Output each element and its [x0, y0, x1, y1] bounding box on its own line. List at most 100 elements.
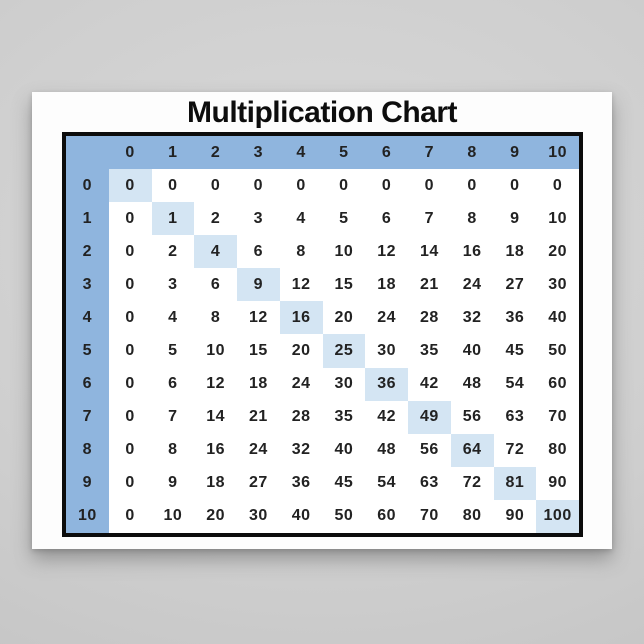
product-cell: 0 — [339, 176, 349, 194]
product-cell: 10 — [548, 209, 568, 227]
product-cell: 54 — [377, 474, 397, 492]
product-cell: 0 — [125, 507, 135, 525]
product-cell: 2 — [210, 209, 221, 227]
product-cell: 30 — [548, 275, 568, 293]
product-cell: 0 — [125, 242, 135, 260]
product-cell: 8 — [296, 242, 306, 260]
poster: Multiplication Chart 0 1 2 3 4 5 6 7 8 9 10 0 0 0 0 0 0 0… — [32, 92, 612, 549]
product-cell: 6 — [210, 275, 221, 293]
product-cell: 3 — [253, 209, 264, 227]
product-cell: 0 — [552, 176, 563, 194]
column-header-cell: 0 — [108, 136, 152, 170]
product-cell: 25 — [322, 334, 366, 368]
product-cell: 20 — [291, 342, 311, 360]
product-cell: 40 — [334, 441, 354, 459]
product-cell: 40 — [291, 507, 311, 525]
row-header-cell: 7 — [66, 400, 109, 434]
product-cell: 50 — [548, 342, 568, 360]
product-cell: 72 — [505, 441, 525, 459]
product-cell: 21 — [248, 408, 268, 426]
product-cell: 6 — [381, 209, 392, 227]
column-header-cell: 4 — [279, 136, 323, 170]
product-cell: 12 — [377, 242, 397, 260]
product-cell: 0 — [125, 209, 135, 227]
product-cell: 6 — [253, 242, 264, 260]
row-header-cell: 5 — [66, 334, 109, 368]
product-cell: 10 — [163, 507, 183, 525]
product-cell: 48 — [377, 441, 397, 459]
product-cell: 35 — [334, 408, 354, 426]
product-cell: 3 — [168, 275, 178, 293]
product-cell: 21 — [419, 275, 439, 293]
product-cell: 72 — [462, 474, 482, 492]
product-cell: 0 — [125, 441, 135, 459]
product-cell: 9 — [237, 268, 280, 302]
product-cell: 0 — [253, 176, 264, 194]
product-cell: 0 — [125, 275, 135, 293]
product-cell: 30 — [334, 375, 354, 393]
product-cell: 27 — [248, 474, 268, 492]
product-cell: 64 — [450, 433, 494, 467]
product-cell: 8 — [168, 441, 178, 459]
product-cell: 40 — [462, 342, 482, 360]
product-cell: 0 — [125, 308, 135, 326]
corner-cell — [66, 136, 109, 170]
row-header-cell: 9 — [66, 466, 109, 500]
row-header-cell: 2 — [66, 235, 109, 269]
product-cell: 70 — [419, 507, 439, 525]
poster-title: Multiplication Chart — [187, 96, 458, 129]
product-cell: 18 — [206, 474, 226, 492]
product-cell: 0 — [125, 408, 135, 426]
product-cell: 70 — [548, 408, 568, 426]
row-header-cell: 3 — [66, 268, 109, 302]
product-cell: 20 — [334, 308, 354, 326]
product-cell: 0 — [125, 474, 135, 492]
product-cell: 9 — [510, 209, 520, 227]
product-cell: 81 — [493, 466, 537, 500]
row-header-cell: 6 — [66, 367, 109, 401]
product-cell: 24 — [462, 275, 482, 293]
row-header-cell: 1 — [66, 202, 109, 236]
product-cell: 45 — [505, 342, 525, 360]
product-cell: 0 — [510, 176, 520, 194]
column-header-cell: 1 — [151, 136, 195, 170]
product-cell: 32 — [462, 308, 482, 326]
product-cell: 35 — [419, 342, 439, 360]
product-cell: 14 — [419, 242, 439, 260]
product-cell: 16 — [462, 242, 482, 260]
column-header-cell: 8 — [450, 136, 494, 170]
product-cell: 42 — [377, 408, 397, 426]
column-header-cell: 7 — [408, 136, 451, 170]
product-cell: 0 — [381, 176, 392, 194]
product-cell: 63 — [505, 408, 525, 426]
product-cell: 4 — [296, 209, 306, 227]
product-cell: 0 — [210, 176, 221, 194]
product-cell: 27 — [505, 275, 525, 293]
product-cell: 7 — [424, 209, 435, 227]
product-cell: 0 — [168, 176, 178, 194]
product-cell: 14 — [206, 408, 226, 426]
product-cell: 2 — [168, 242, 178, 260]
product-cell: 80 — [462, 507, 482, 525]
product-cell: 30 — [377, 342, 397, 360]
product-cell: 12 — [291, 275, 311, 293]
product-cell: 16 — [206, 441, 226, 459]
product-cell: 1 — [151, 202, 195, 236]
row-header-cell: 0 — [66, 169, 109, 203]
column-header-cell: 5 — [322, 136, 366, 170]
product-cell: 15 — [248, 342, 268, 360]
column-header-cell: 6 — [365, 136, 408, 170]
product-cell: 28 — [419, 308, 439, 326]
product-cell: 20 — [206, 507, 226, 525]
column-header-cell: 9 — [493, 136, 537, 170]
product-cell: 100 — [536, 499, 579, 533]
row-header-cell: 4 — [66, 301, 109, 335]
product-cell: 0 — [467, 176, 477, 194]
product-cell: 10 — [334, 242, 354, 260]
product-cell: 6 — [168, 375, 178, 393]
product-cell: 18 — [377, 275, 397, 293]
product-cell: 0 — [296, 176, 306, 194]
product-cell: 20 — [548, 242, 568, 260]
product-cell: 36 — [505, 308, 525, 326]
